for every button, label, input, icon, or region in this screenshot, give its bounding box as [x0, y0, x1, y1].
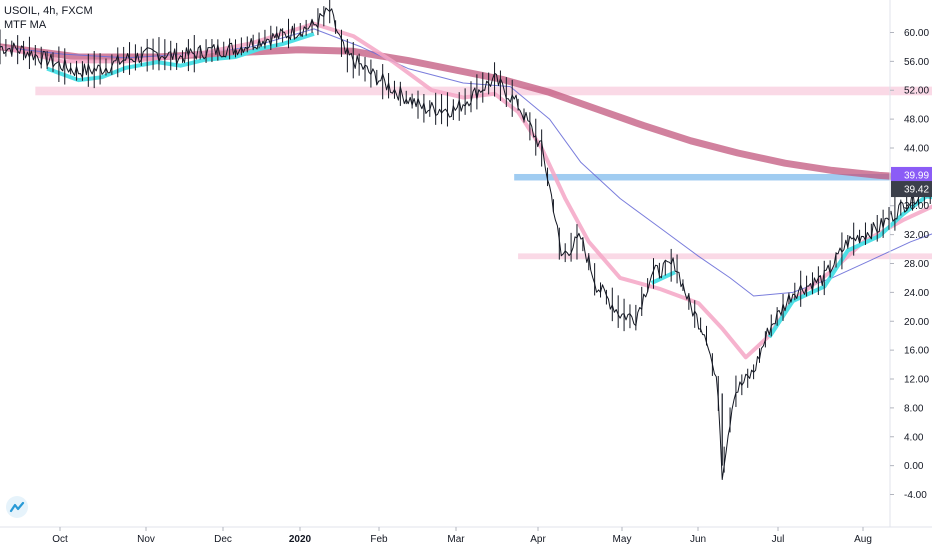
- time-tick-label: Aug: [854, 534, 872, 545]
- time-tick-label: Jun: [690, 534, 706, 545]
- time-tick-label: Oct: [52, 534, 68, 545]
- time-tick-label: Mar: [447, 534, 465, 545]
- ma-teal-segment-2[interactable]: [767, 186, 932, 339]
- price-tick-label: 8.00: [904, 403, 924, 414]
- zone-1[interactable]: [514, 173, 932, 181]
- price-tick-label: 4.00: [904, 432, 924, 443]
- price-badge-label: 39.42: [904, 185, 929, 196]
- zone-0[interactable]: [35, 86, 932, 96]
- price-tick-label: 28.00: [904, 259, 929, 270]
- time-tick-label: May: [613, 534, 632, 545]
- price-badge-ma[interactable]: [891, 181, 932, 198]
- price-tick-label: 32.00: [904, 230, 929, 241]
- price-badge-label: 39.99: [904, 170, 929, 181]
- time-tick-label: 2020: [289, 534, 312, 545]
- time-tick-label: Apr: [530, 534, 546, 545]
- symbol-title[interactable]: USOIL, 4h, FXCM: [4, 5, 93, 17]
- price-badge-price[interactable]: [891, 166, 932, 183]
- time-tick-label: Nov: [137, 534, 155, 545]
- price-tick-label: 44.00: [904, 143, 929, 154]
- tradingview-logo-icon[interactable]: [6, 496, 28, 518]
- price-tick-label: 0.00: [904, 461, 924, 472]
- price-tick-label: 16.00: [904, 346, 929, 357]
- price-tick-label: 60.00: [904, 28, 929, 39]
- time-axis[interactable]: Oct Nov Dec 2020 Feb Mar Apr May Jun Jul Aug: [52, 527, 872, 545]
- zone-2[interactable]: [518, 253, 932, 260]
- price-tick-label: 20.00: [904, 317, 929, 328]
- price-tick-label: 24.00: [904, 288, 929, 299]
- price-tick-label: 12.00: [904, 375, 929, 386]
- price-tick-label: -4.00: [904, 490, 927, 501]
- time-tick-label: Feb: [370, 534, 388, 545]
- price-tick-label: 56.00: [904, 57, 929, 68]
- price-tick-label: 36.00: [904, 201, 929, 212]
- time-tick-label: Dec: [214, 534, 232, 545]
- indicator-title[interactable]: MTF MA: [4, 19, 47, 31]
- time-tick-label: Jul: [772, 534, 785, 545]
- price-tick-label: 52.00: [904, 86, 929, 97]
- price-tick-label: 48.00: [904, 115, 929, 126]
- chart-legend: USOIL, 4h, FXCM MTF MA: [4, 4, 93, 32]
